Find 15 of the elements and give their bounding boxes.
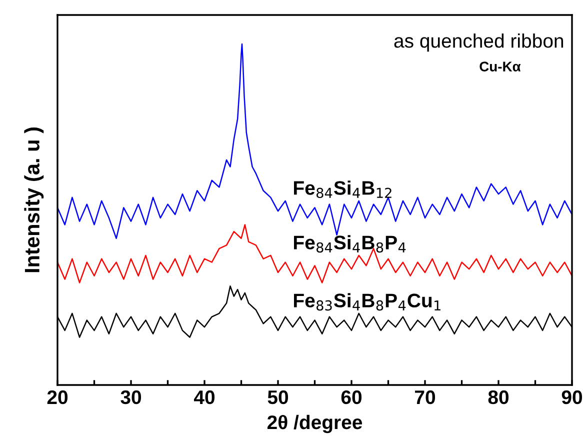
text: Fe$_{83}$Si$_{4}$B$_{8}$P$_{4}$Cu$_{1}$ xyxy=(294,293,440,311)
series-label: Fe$_{84}$Si$_{4}$B$_{8}$P$_{4}$ xyxy=(294,235,406,253)
x-tick-label: 90 xyxy=(562,390,582,404)
annotation: Cu-Kα xyxy=(480,62,521,72)
x-tick-label: 20 xyxy=(47,390,68,404)
x-tick-label: 70 xyxy=(415,390,436,404)
x-tick-label: 50 xyxy=(268,390,288,404)
x-tick-label: 60 xyxy=(341,390,362,404)
x-tick-label: 80 xyxy=(488,390,509,404)
y-axis-title: Intensity (a. u ) xyxy=(24,128,44,272)
x-tick-label: 30 xyxy=(120,390,142,404)
x-tick-label: 40 xyxy=(194,390,215,404)
x-axis-title: 2θ /degree xyxy=(267,414,362,434)
series-label: Fe$_{84}$Si$_{4}$B$_{12}$ xyxy=(294,180,392,198)
annotation: as quenched ribbon xyxy=(394,34,564,52)
